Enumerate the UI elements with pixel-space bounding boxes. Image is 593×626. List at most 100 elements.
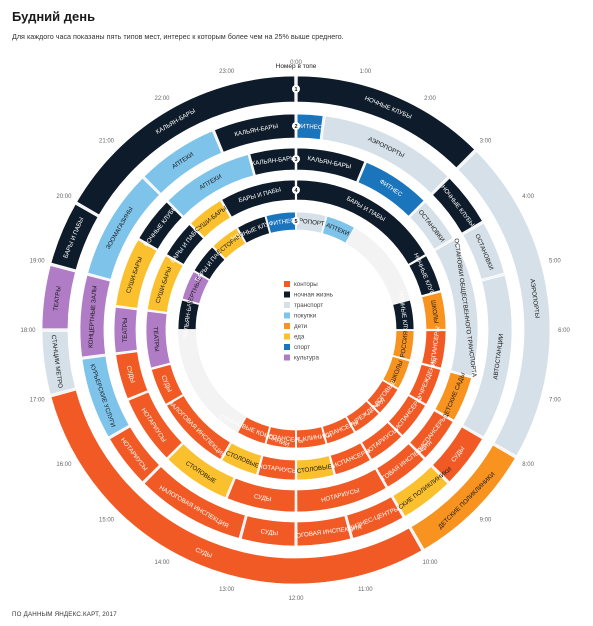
hour-label: 10:00 — [422, 560, 438, 566]
segment-r1-5 — [41, 265, 76, 330]
segment-r4-6 — [361, 421, 403, 461]
segment-r4-12 — [150, 363, 184, 405]
segment-r5-6 — [366, 379, 399, 414]
segment-r5-8 — [321, 416, 356, 445]
segment-r1-0 — [296, 75, 476, 169]
segment-r4-11 — [165, 395, 231, 461]
segment-r3-1 — [357, 161, 425, 217]
hour-label: 8:00 — [522, 462, 534, 468]
segment-r1-3 — [50, 389, 423, 585]
segment-r3-2 — [409, 201, 454, 250]
legend-label: дети — [294, 323, 308, 330]
segment-r4-3 — [421, 330, 447, 369]
segment-r3-12 — [113, 306, 138, 354]
segment-label-r4-2: ШКОЛЫ — [429, 300, 439, 324]
hour-label: 12:00 — [288, 596, 304, 602]
ring-number-badge — [292, 122, 300, 130]
legend-swatch — [284, 344, 290, 350]
segment-label-r3-11: СУДЫ — [125, 365, 136, 384]
hour-label: 22:00 — [154, 96, 170, 102]
ring-number-badge — [292, 155, 300, 163]
ring-track-5 — [177, 212, 414, 449]
segment-r5-4 — [392, 330, 415, 361]
hour-label: 21:00 — [99, 138, 115, 144]
segment-r3-13 — [115, 239, 158, 309]
segment-r4-8 — [296, 455, 335, 481]
ring-numbers-group: 1 2 3 4 5 — [292, 85, 300, 225]
hour-label: 0:00 — [290, 60, 302, 66]
segment-label-r2-13: КОНЦЕРТНЫЕ ЗАЛЫ — [87, 285, 98, 348]
hour-label: 17:00 — [30, 397, 46, 403]
legend-swatch — [284, 302, 290, 308]
legend-swatch — [284, 312, 290, 319]
segment-r4-13 — [145, 310, 171, 369]
segment-label-r3-8: СУДЫ — [253, 493, 272, 503]
segment-r5-1 — [321, 215, 356, 244]
legend-group: конторы ночная жизнь транспорт покупки дети е… — [284, 281, 333, 362]
hour-label: 14:00 — [154, 560, 170, 566]
segment-r4-2 — [421, 291, 447, 330]
segment-r4-4 — [408, 363, 442, 405]
segment-r2-14 — [87, 177, 161, 280]
legend-label: покупки — [294, 313, 317, 320]
ring-number-badge — [292, 217, 300, 225]
segment-r5-18 — [265, 211, 296, 234]
segment-r3-5 — [409, 410, 454, 459]
hour-label: 18:00 — [20, 328, 36, 334]
ring-number: 5 — [294, 219, 297, 225]
segment-label-r2-0: ФИТНЕС — [296, 123, 323, 132]
segment-label-r4-13: ТЕАТРЫ — [151, 327, 160, 352]
page-title: Будний день — [12, 9, 96, 24]
segment-r2-2 — [431, 177, 484, 234]
ring-number: 1 — [294, 87, 297, 93]
segment-r2-12 — [81, 355, 130, 438]
segment-r2-8 — [296, 515, 352, 547]
segment-label-r4-8: СТОЛОВЫЕ — [296, 464, 332, 476]
hour-label: 19:00 — [30, 259, 46, 265]
segment-r2-9 — [240, 515, 296, 547]
segment-label-r1-5: ТЕАТРЫ — [52, 286, 62, 312]
segment-r3-14 — [138, 201, 183, 250]
segment-r2-7 — [346, 496, 404, 539]
segment-r4-16 — [189, 199, 231, 239]
segment-r4-5 — [387, 395, 427, 437]
segment-label-r2-9: СУДЫ — [260, 528, 278, 537]
segment-r2-1 — [321, 115, 449, 195]
segment-r2-10 — [143, 465, 246, 539]
legend-label: конторы — [294, 281, 318, 288]
hour-label: 11:00 — [358, 587, 373, 593]
hour-label: 9:00 — [480, 518, 492, 524]
hour-label: 5:00 — [549, 259, 561, 265]
segment-r2-4 — [462, 274, 513, 438]
segment-r4-9 — [257, 455, 296, 481]
segment-r5-13 — [177, 299, 200, 330]
legend-swatch — [284, 354, 290, 361]
segment-r4-10 — [221, 442, 263, 476]
segment-r5-11 — [236, 416, 271, 445]
legend-swatch — [284, 323, 290, 329]
source-footer: ПО ДАННЫМ ЯНДЕКС.КАРТ, 2017 — [12, 611, 117, 618]
segment-r5-15 — [193, 246, 226, 281]
segment-r2-13 — [79, 274, 111, 358]
page-subtitle: Для каждого часа показаны пять типов мес… — [12, 32, 344, 41]
segment-r5-16 — [212, 227, 247, 260]
hour-label: 23:00 — [219, 69, 235, 75]
segment-r4-7 — [329, 442, 371, 476]
segment-r3-0 — [296, 147, 366, 183]
segment-label-r3-12: ТЕАТРЫ — [122, 318, 129, 343]
segment-r5-5 — [382, 355, 411, 390]
legend-label: культура — [294, 355, 319, 362]
segment-r3-3 — [434, 239, 479, 377]
ring-number: 4 — [294, 188, 298, 194]
hour-label: 7:00 — [549, 397, 561, 403]
hour-label: 1:00 — [360, 69, 372, 75]
segment-r4-1 — [408, 255, 442, 297]
segment-r5-7 — [345, 400, 380, 433]
segment-r3-4 — [434, 371, 473, 421]
segment-r2-16 — [213, 113, 296, 153]
segment-r3-8 — [226, 477, 296, 513]
ring-number-badge — [292, 186, 300, 194]
hour-labels-group: 0:00 1:00 2:00 3:00 4:00 5:00 6:00 7:00 8:00 9:00… — [20, 60, 570, 602]
